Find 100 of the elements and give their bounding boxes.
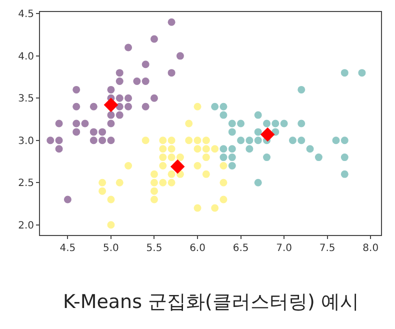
point xyxy=(263,154,271,162)
point xyxy=(98,136,106,144)
point xyxy=(98,178,106,186)
point xyxy=(142,136,150,144)
point xyxy=(263,120,271,128)
point xyxy=(211,204,219,212)
point xyxy=(107,221,115,229)
point xyxy=(332,136,340,144)
point xyxy=(298,86,306,94)
point xyxy=(104,98,118,112)
point xyxy=(55,120,63,128)
point xyxy=(194,162,202,170)
point xyxy=(237,120,245,128)
point xyxy=(64,196,72,204)
x-tick-label: 8.0 xyxy=(362,243,379,254)
point xyxy=(314,154,322,162)
point xyxy=(220,162,228,170)
point xyxy=(194,136,202,144)
point xyxy=(211,145,219,153)
point xyxy=(72,128,80,136)
point xyxy=(168,69,176,77)
point xyxy=(142,78,150,86)
point xyxy=(168,18,176,26)
point xyxy=(142,60,150,68)
point xyxy=(107,136,115,144)
point xyxy=(202,136,210,144)
point xyxy=(124,102,132,110)
y-tick-label: 3.5 xyxy=(18,94,34,105)
point xyxy=(168,145,176,153)
point xyxy=(116,111,124,119)
point xyxy=(116,94,124,102)
point xyxy=(228,120,236,128)
point xyxy=(107,196,115,204)
point xyxy=(90,136,98,144)
point xyxy=(194,102,202,110)
point xyxy=(246,145,254,153)
x-tick-label: 5.0 xyxy=(103,243,119,254)
text: K-Means 군집화(클러스터링) 예시 xyxy=(63,291,359,313)
point xyxy=(150,170,158,178)
point xyxy=(124,162,132,170)
point xyxy=(107,120,115,128)
x-tick-label: 7.5 xyxy=(319,243,336,254)
point xyxy=(159,154,167,162)
point xyxy=(168,136,176,144)
point xyxy=(298,136,306,144)
point xyxy=(176,52,184,60)
point xyxy=(306,145,314,153)
point xyxy=(358,69,366,77)
point xyxy=(116,178,124,186)
point xyxy=(55,136,63,144)
point xyxy=(72,86,80,94)
point xyxy=(228,162,236,170)
point xyxy=(202,170,210,178)
point xyxy=(246,136,254,144)
point xyxy=(254,111,262,119)
point xyxy=(220,145,228,153)
y-tick-label: 4.0 xyxy=(18,51,34,62)
point xyxy=(170,159,185,174)
point xyxy=(116,78,124,86)
point xyxy=(90,102,98,110)
point xyxy=(90,128,98,136)
point xyxy=(150,94,158,102)
point xyxy=(98,128,106,136)
point xyxy=(150,196,158,204)
point xyxy=(220,111,228,119)
point xyxy=(220,178,228,186)
point xyxy=(254,178,262,186)
y-tick-label: 2.5 xyxy=(18,178,34,190)
point xyxy=(185,136,193,144)
point xyxy=(81,120,89,128)
point xyxy=(280,120,288,128)
point xyxy=(220,196,228,204)
point xyxy=(46,136,54,144)
point xyxy=(194,204,202,212)
point xyxy=(220,102,228,110)
point xyxy=(116,69,124,77)
point xyxy=(72,102,80,110)
point xyxy=(228,154,236,162)
point xyxy=(176,154,184,162)
point xyxy=(124,94,132,102)
point xyxy=(254,136,262,144)
point xyxy=(202,145,210,153)
point xyxy=(340,136,348,144)
x-tick-label: 4.5 xyxy=(60,243,76,254)
point xyxy=(220,154,228,162)
point xyxy=(124,44,132,52)
point xyxy=(272,120,280,128)
point xyxy=(340,154,348,162)
y-tick-label: 4.5 xyxy=(18,9,34,20)
point xyxy=(228,128,236,136)
point xyxy=(142,102,150,110)
point xyxy=(168,154,176,162)
point xyxy=(340,170,348,178)
point xyxy=(228,145,236,153)
point xyxy=(150,178,158,186)
point xyxy=(159,178,167,186)
point xyxy=(254,128,262,136)
point xyxy=(194,145,202,153)
point xyxy=(298,120,306,128)
point xyxy=(150,187,158,195)
